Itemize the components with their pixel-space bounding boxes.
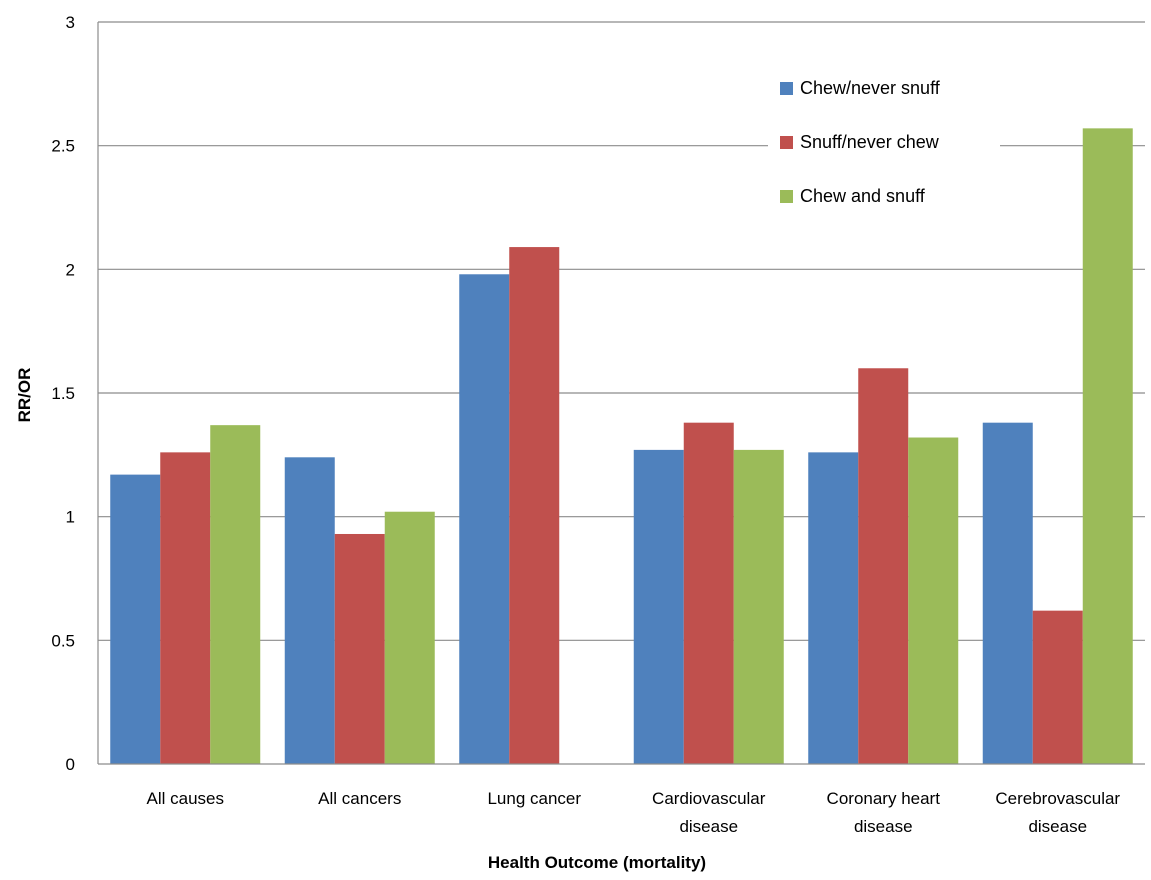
legend-swatch-1 (780, 82, 793, 95)
bar-2-5 (858, 368, 909, 764)
x-category-label: disease (679, 817, 738, 836)
y-axis-label: RR/OR (15, 368, 34, 423)
x-axis-categories: All causes All cancers Lung cancer Cardiova… (147, 789, 1121, 836)
x-axis-label: Health Outcome (mortality) (488, 853, 706, 872)
bar-2-6 (1032, 610, 1083, 764)
y-tick-label: 1 (66, 508, 75, 527)
legend-swatch-2 (780, 136, 793, 149)
y-tick-label: 2 (66, 260, 75, 279)
bar-2-1 (160, 452, 211, 764)
bars (110, 128, 1133, 764)
bar-3-6 (1082, 128, 1133, 764)
bar-1-2 (284, 457, 335, 764)
bar-1-6 (982, 422, 1033, 764)
y-tick-label: 0 (66, 755, 75, 774)
axes (97, 22, 1145, 765)
bar-2-2 (334, 533, 385, 764)
y-tick-label: 0.5 (51, 631, 75, 650)
bar-3-5 (908, 437, 959, 764)
bar-1-4 (633, 449, 684, 764)
bar-2-3 (509, 247, 560, 764)
y-tick-label: 3 (66, 13, 75, 32)
x-category-label: disease (1028, 817, 1087, 836)
bar-1-3 (459, 274, 510, 764)
legend-label-1: Chew/never snuff (800, 78, 941, 98)
x-category-label: Cardiovascular (652, 789, 766, 808)
legend: Chew/never snuff Snuff/never chew Chew and… (768, 66, 1000, 218)
bar-3-1 (210, 425, 261, 764)
y-tick-label: 1.5 (51, 384, 75, 403)
bar-3-4 (733, 449, 784, 764)
x-category-label: All cancers (318, 789, 401, 808)
legend-label-3: Chew and snuff (800, 186, 926, 206)
x-category-label: Cerebrovascular (995, 789, 1120, 808)
x-category-label: Coronary heart (827, 789, 941, 808)
y-tick-label: 2.5 (51, 137, 75, 156)
y-axis-ticks: 0 0.5 1 1.5 2 2.5 3 (51, 13, 75, 774)
bar-1-5 (808, 452, 859, 764)
legend-swatch-3 (780, 190, 793, 203)
bar-2-4 (683, 422, 734, 764)
bar-1-1 (110, 474, 161, 764)
bar-3-2 (384, 511, 435, 764)
x-category-label: All causes (147, 789, 224, 808)
gridlines (98, 21, 1145, 641)
legend-label-2: Snuff/never chew (800, 132, 940, 152)
x-category-label: disease (854, 817, 913, 836)
x-category-label: Lung cancer (487, 789, 581, 808)
legend-background (768, 66, 1000, 218)
